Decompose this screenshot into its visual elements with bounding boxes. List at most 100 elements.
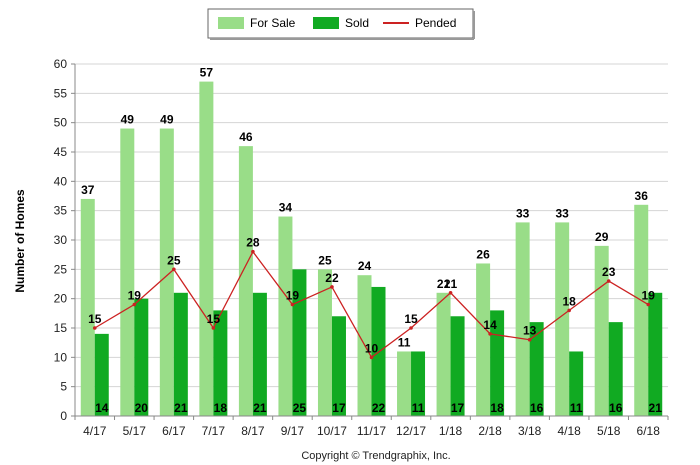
sold-bar bbox=[292, 269, 307, 416]
x-axis-ticks: 4/17 5/17 6/17 7/17 8/17 9/17 10/17 11/17 12/17 1… bbox=[74, 416, 669, 438]
x-tick-label: 6/18 bbox=[637, 424, 661, 438]
sold-value-label: 21 bbox=[649, 401, 663, 415]
pended-value-label: 15 bbox=[88, 312, 102, 326]
legend: For Sale Sold Pended bbox=[207, 8, 475, 40]
sold-bar bbox=[252, 292, 267, 416]
sold-value-label: 11 bbox=[412, 401, 425, 415]
pended-point bbox=[567, 308, 571, 313]
data-labels: 37 14 15 49 20 19 49 21 25 57 18 15 46 21 28 34 25 19 25 17… bbox=[81, 66, 662, 415]
sold-bar bbox=[529, 322, 544, 416]
y-tick-label: 15 bbox=[54, 321, 68, 335]
for-sale-value-label: 36 bbox=[635, 189, 649, 203]
sold-bar bbox=[569, 351, 584, 416]
y-axis-title: Number of Homes bbox=[13, 189, 27, 293]
pended-value-label: 15 bbox=[207, 312, 221, 326]
x-tick-label: 7/17 bbox=[202, 424, 226, 438]
y-tick-label: 45 bbox=[54, 145, 68, 159]
y-tick-label: 5 bbox=[60, 380, 67, 394]
for-sale-bar bbox=[278, 216, 293, 416]
for-sale-bar bbox=[238, 146, 253, 416]
for-sale-bar bbox=[555, 222, 570, 416]
pended-point bbox=[448, 291, 453, 295]
sold-value-label: 14 bbox=[95, 401, 109, 415]
bars bbox=[80, 81, 663, 417]
x-tick-label: 5/18 bbox=[597, 424, 621, 438]
x-tick-label: 1/18 bbox=[439, 424, 463, 438]
sold-bar bbox=[94, 333, 109, 416]
sold-bar bbox=[173, 292, 188, 416]
pended-value-label: 19 bbox=[286, 289, 300, 303]
y-tick-label: 50 bbox=[54, 116, 68, 130]
y-tick-label: 35 bbox=[54, 204, 68, 218]
sold-value-label: 21 bbox=[253, 401, 267, 415]
x-tick-label: 4/17 bbox=[83, 424, 107, 438]
pended-value-label: 19 bbox=[128, 289, 142, 303]
legend-swatch-for-sale bbox=[218, 17, 244, 29]
legend-box bbox=[207, 8, 474, 39]
pended-value-label: 18 bbox=[562, 294, 576, 308]
sold-bar bbox=[134, 298, 149, 416]
pended-point bbox=[488, 332, 492, 336]
pended-point bbox=[409, 326, 413, 330]
sold-value-label: 20 bbox=[135, 401, 149, 415]
for-sale-value-label: 33 bbox=[555, 206, 569, 220]
sold-value-label: 18 bbox=[214, 401, 228, 415]
for-sale-value-label: 46 bbox=[239, 130, 253, 144]
sold-bar bbox=[450, 316, 465, 416]
pended-value-label: 23 bbox=[602, 265, 616, 279]
pended-value-label: 15 bbox=[404, 312, 418, 326]
for-sale-bar bbox=[80, 198, 95, 416]
for-sale-value-label: 49 bbox=[121, 113, 135, 127]
legend-label-for-sale: For Sale bbox=[250, 16, 296, 30]
pended-point bbox=[606, 279, 611, 283]
sold-value-label: 18 bbox=[490, 401, 504, 415]
pended-value-label: 21 bbox=[444, 277, 458, 291]
for-sale-value-label: 11 bbox=[398, 335, 411, 349]
pended-point bbox=[211, 326, 216, 330]
for-sale-value-label: 37 bbox=[81, 183, 95, 197]
sold-value-label: 11 bbox=[570, 401, 583, 415]
y-tick-label: 10 bbox=[54, 350, 68, 364]
for-sale-bar bbox=[397, 351, 412, 416]
for-sale-bar bbox=[515, 222, 530, 416]
for-sale-bar bbox=[120, 128, 135, 417]
sold-value-label: 21 bbox=[174, 401, 188, 415]
for-sale-bar bbox=[159, 128, 174, 417]
for-sale-bar bbox=[634, 204, 649, 416]
for-sale-value-label: 26 bbox=[476, 247, 490, 261]
axes bbox=[74, 64, 668, 417]
sold-bar bbox=[608, 322, 623, 416]
pended-value-label: 10 bbox=[365, 341, 379, 355]
legend-swatch-sold bbox=[313, 17, 339, 29]
pended-point bbox=[527, 337, 532, 342]
copyright-text: Copyright © Trendgraphix, Inc. bbox=[301, 450, 450, 462]
sold-value-label: 16 bbox=[530, 401, 544, 415]
sold-bar bbox=[411, 351, 426, 416]
sold-value-label: 17 bbox=[332, 401, 346, 415]
x-tick-label: 11/17 bbox=[357, 424, 386, 438]
legend-label-pended: Pended bbox=[415, 16, 456, 30]
sold-bar bbox=[648, 292, 663, 416]
for-sale-value-label: 33 bbox=[516, 206, 530, 220]
sold-bar bbox=[331, 316, 346, 416]
legend-label-sold: Sold bbox=[345, 16, 369, 30]
y-tick-label: 55 bbox=[54, 86, 68, 100]
y-tick-label: 60 bbox=[54, 57, 68, 71]
pended-point bbox=[92, 326, 97, 330]
x-tick-label: 5/17 bbox=[123, 424, 147, 438]
pended-point bbox=[172, 267, 176, 272]
pended-point bbox=[132, 302, 137, 307]
x-tick-label: 10/17 bbox=[317, 424, 347, 438]
pended-value-label: 13 bbox=[523, 324, 537, 338]
pended-value-label: 19 bbox=[642, 289, 656, 303]
sold-bar bbox=[213, 310, 228, 416]
pended-value-label: 14 bbox=[483, 318, 497, 332]
pended-point bbox=[330, 285, 334, 289]
for-sale-bar bbox=[476, 263, 491, 416]
x-tick-label: 6/17 bbox=[162, 424, 186, 438]
x-tick-label: 3/18 bbox=[518, 424, 542, 438]
pended-value-label: 22 bbox=[325, 271, 339, 285]
x-tick-label: 2/18 bbox=[478, 424, 502, 438]
pended-point bbox=[646, 302, 651, 307]
